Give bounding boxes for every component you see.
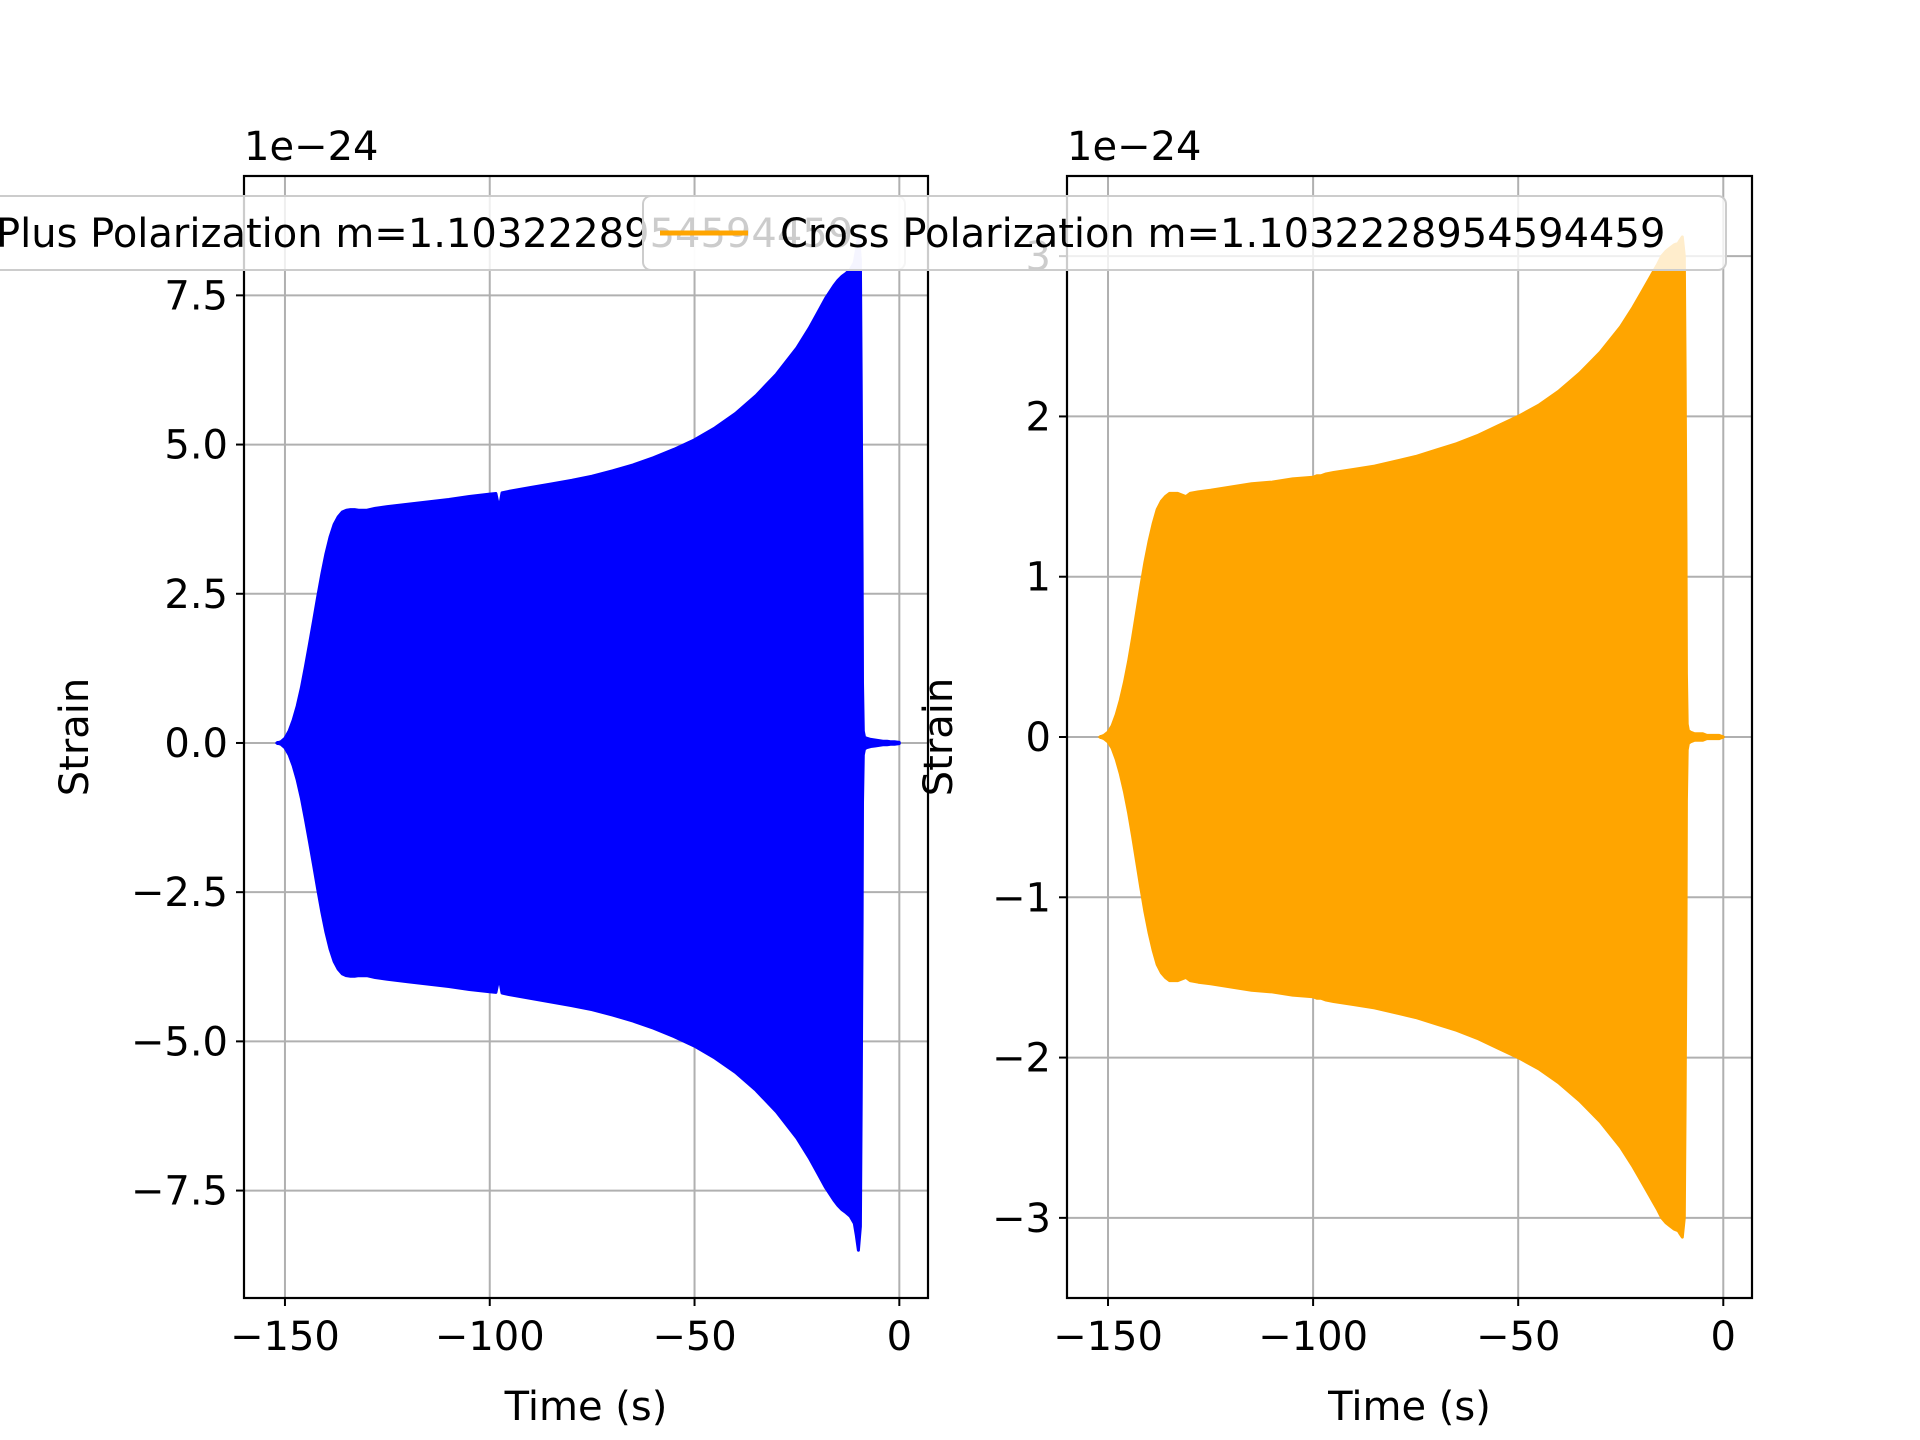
subplot-1: −150 −100 −50 0 −7.5 −5.0 −2.5 0.0 2.5 5.0 7.5 1e−2…	[52, 124, 930, 1430]
x-tick-label: 0	[1711, 1314, 1736, 1360]
y-tick-label: 5.0	[164, 423, 228, 469]
x-tick-label: −150	[1053, 1314, 1163, 1360]
legend-2: Cross Polarization m=1.1032228954594459	[642, 195, 1727, 271]
legend-label: Cross Polarization m=1.1032228954594459	[780, 211, 1665, 257]
x-axis-label: Time (s)	[504, 1384, 668, 1430]
y-tick-label: −2.5	[131, 870, 228, 916]
y-tick-label: 0.0	[164, 721, 228, 767]
axes-frame	[242, 174, 930, 1300]
x-axis-label: Time (s)	[1327, 1384, 1491, 1430]
x-tick-label: −50	[652, 1314, 736, 1360]
x-tick-label: −100	[435, 1314, 545, 1360]
y-tick-label: 2.5	[164, 572, 228, 618]
y-axis-label: Strain	[52, 678, 98, 797]
legends: Plus Polarization m=1.1032228954594459Cr…	[0, 195, 1727, 271]
x-tick-label: −50	[1476, 1314, 1560, 1360]
y-tick-label: 0	[1026, 715, 1051, 761]
subplots: −150 −100 −50 0−7.5−5.0−2.50.02.55.07.51e−2…	[52, 124, 1754, 1430]
offset-text: 1e−24	[1067, 124, 1201, 170]
y-axis-label: Strain	[916, 678, 962, 797]
y-tick-label: 1	[1026, 555, 1051, 601]
y-tick-label: −1	[992, 875, 1051, 921]
y-tick-label: −3	[992, 1196, 1051, 1242]
x-tick-label: −150	[230, 1314, 340, 1360]
offset-text: 1e−24	[244, 124, 378, 170]
legend-frame	[642, 195, 1727, 271]
y-tick-label: 7.5	[164, 273, 228, 319]
y-tick-label: 2	[1026, 394, 1051, 440]
x-tick-label: 0	[887, 1314, 912, 1360]
y-tick-label: −2	[992, 1036, 1051, 1082]
y-tick-label: −7.5	[131, 1169, 228, 1215]
y-tick-label: −5.0	[131, 1019, 228, 1065]
x-tick-label: −100	[1258, 1314, 1368, 1360]
